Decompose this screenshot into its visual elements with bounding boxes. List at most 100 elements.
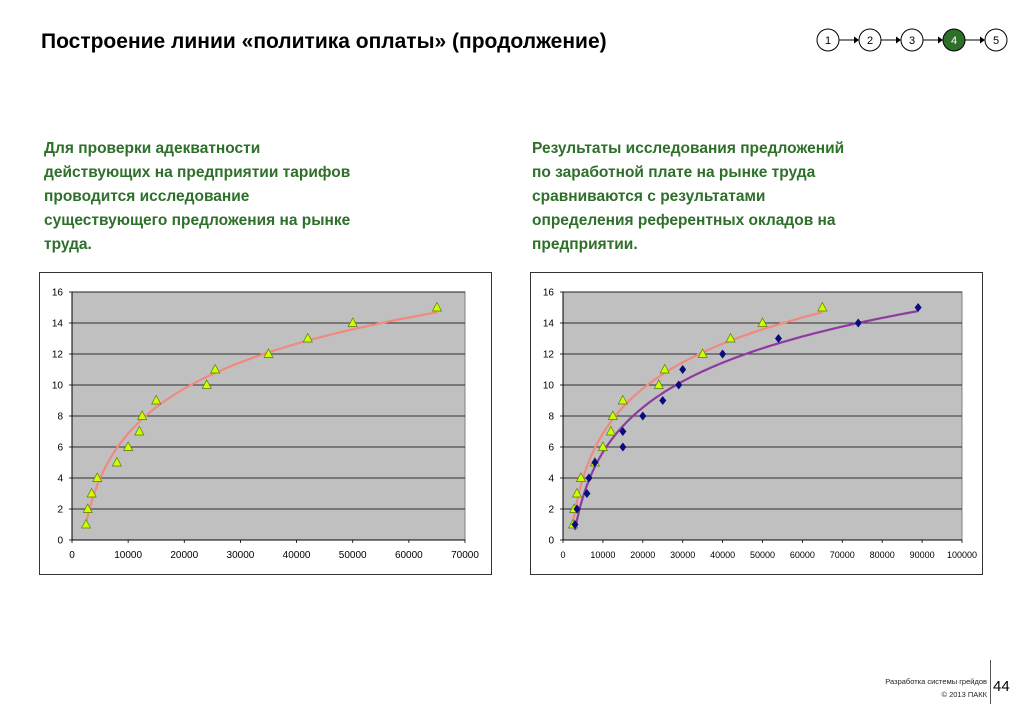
- y-tick-label: 8: [57, 412, 63, 423]
- data-point-diamond: [571, 520, 579, 529]
- step-4-circle[interactable]: [942, 28, 966, 52]
- x-tick-label: 40000: [710, 550, 735, 560]
- y-tick-label: 16: [543, 288, 555, 299]
- y-tick-label: 2: [548, 505, 554, 516]
- data-point-triangle: [617, 394, 628, 405]
- data-point-triangle: [575, 472, 587, 482]
- data-point-triangle: [210, 363, 221, 374]
- y-tick-label: 12: [52, 350, 64, 361]
- x-tick-label: 0: [69, 550, 75, 561]
- x-tick-label: 60000: [395, 550, 423, 561]
- x-tick-label: 50000: [339, 550, 367, 561]
- data-point-diamond: [659, 396, 667, 405]
- data-point-triangle: [123, 441, 134, 451]
- x-tick-label: 20000: [170, 550, 198, 561]
- data-point-diamond: [679, 365, 687, 374]
- x-tick-label: 80000: [870, 550, 895, 560]
- y-tick-label: 12: [543, 350, 555, 361]
- y-tick-label: 14: [543, 319, 555, 330]
- data-point-triangle: [607, 410, 618, 420]
- x-tick-label: 40000: [283, 550, 311, 561]
- step-4-label: 4: [951, 35, 957, 47]
- x-tick-label: 30000: [670, 550, 695, 560]
- data-point-diamond: [583, 489, 591, 498]
- page-number: 44: [993, 678, 1010, 695]
- data-point-diamond: [639, 411, 647, 421]
- right-text-line: по заработной плате на рынке труда: [532, 164, 816, 181]
- step-arrow-icon: [896, 36, 901, 44]
- left-text-line: действующих на предприятии тарифов: [44, 164, 351, 181]
- data-point-triangle: [80, 518, 92, 529]
- x-tick-label: 60000: [790, 550, 815, 560]
- step-1-circle[interactable]: [816, 28, 840, 52]
- data-point-triangle: [92, 472, 103, 482]
- data-point-triangle: [757, 317, 768, 327]
- y-tick-label: 6: [57, 443, 63, 454]
- step-3-label: 3: [909, 35, 915, 47]
- data-point-diamond: [854, 318, 862, 328]
- data-point-triangle: [302, 332, 313, 343]
- data-point-triangle: [263, 348, 274, 358]
- y-tick-label: 4: [548, 474, 554, 485]
- y-tick-label: 10: [543, 381, 555, 392]
- left-description: Для проверки адекватности действующих на…: [44, 137, 444, 257]
- left-text-line: Для проверки адекватности: [44, 140, 261, 157]
- step-arrow-icon: [980, 36, 985, 44]
- data-point-triangle: [697, 348, 708, 358]
- x-tick-label: 10000: [590, 550, 615, 560]
- data-point-triangle: [431, 301, 443, 312]
- data-point-triangle: [605, 425, 616, 436]
- data-point-diamond: [619, 427, 627, 436]
- data-point-triangle: [134, 425, 145, 436]
- y-tick-label: 0: [548, 536, 554, 547]
- step-5-label: 5: [993, 35, 999, 47]
- data-point-diamond: [675, 380, 683, 390]
- x-tick-label: 70000: [451, 550, 479, 561]
- left-text-line: проводится исследование: [44, 188, 250, 205]
- y-tick-label: 16: [52, 288, 64, 299]
- footer-divider: [990, 660, 991, 704]
- market-salary-chart: 0 2 4 6 8 10 12 14 16 0 10000 20000 30000 40000 50000 6…: [39, 272, 492, 575]
- footer-copyright: © 2013 ПАКК: [941, 690, 987, 699]
- x-tick-label: 0: [560, 550, 565, 560]
- step-1-label: 1: [825, 35, 831, 47]
- page-title: Построение линии «политика оплаты» (прод…: [41, 30, 607, 53]
- y-tick-label: 10: [52, 381, 64, 392]
- x-tick-label: 100000: [947, 550, 977, 560]
- right-text-line: Результаты исследования предложений: [532, 140, 845, 157]
- data-point-triangle: [201, 379, 212, 389]
- data-point-triangle: [111, 456, 122, 467]
- x-tick-label: 10000: [114, 550, 142, 561]
- comparison-salary-chart: 0 2 4 6 8 10 12 14 16 0 10000 20000 30000 40000 50000 6…: [530, 272, 983, 575]
- footer-project-name: Разработка системы грейдов: [885, 677, 987, 686]
- x-tick-label: 20000: [630, 550, 655, 560]
- y-tick-label: 14: [52, 319, 64, 330]
- data-point-diamond: [619, 442, 627, 452]
- data-point-diamond: [914, 303, 922, 312]
- data-point-triangle: [817, 301, 828, 312]
- right-text-line: предприятии.: [532, 236, 638, 253]
- y-tick-label: 4: [57, 474, 63, 485]
- data-point-diamond: [573, 504, 581, 514]
- data-point-triangle: [653, 379, 664, 389]
- step-2-circle[interactable]: [858, 28, 882, 52]
- right-text-line: определения референтных окладов на: [532, 212, 836, 229]
- data-point-diamond: [719, 349, 727, 359]
- step-3-circle[interactable]: [900, 28, 924, 52]
- y-tick-label: 0: [57, 536, 63, 547]
- step-arrow-icon: [938, 36, 943, 44]
- data-point-triangle: [571, 487, 583, 498]
- step-5-circle[interactable]: [984, 28, 1008, 52]
- data-point-triangle: [347, 317, 358, 327]
- data-point-triangle: [137, 410, 148, 420]
- y-tick-label: 8: [548, 412, 554, 423]
- data-point-diamond: [591, 458, 599, 467]
- step-navigator: 1 2 3 4 5: [815, 26, 1011, 54]
- data-point-triangle: [725, 332, 736, 343]
- data-point-triangle: [82, 503, 93, 513]
- right-description: Результаты исследования предложений по з…: [532, 137, 932, 257]
- x-tick-label: 90000: [910, 550, 935, 560]
- x-tick-label: 50000: [750, 550, 775, 560]
- left-text-line: существующего предложения на рынке: [44, 212, 351, 229]
- y-tick-label: 2: [57, 505, 63, 516]
